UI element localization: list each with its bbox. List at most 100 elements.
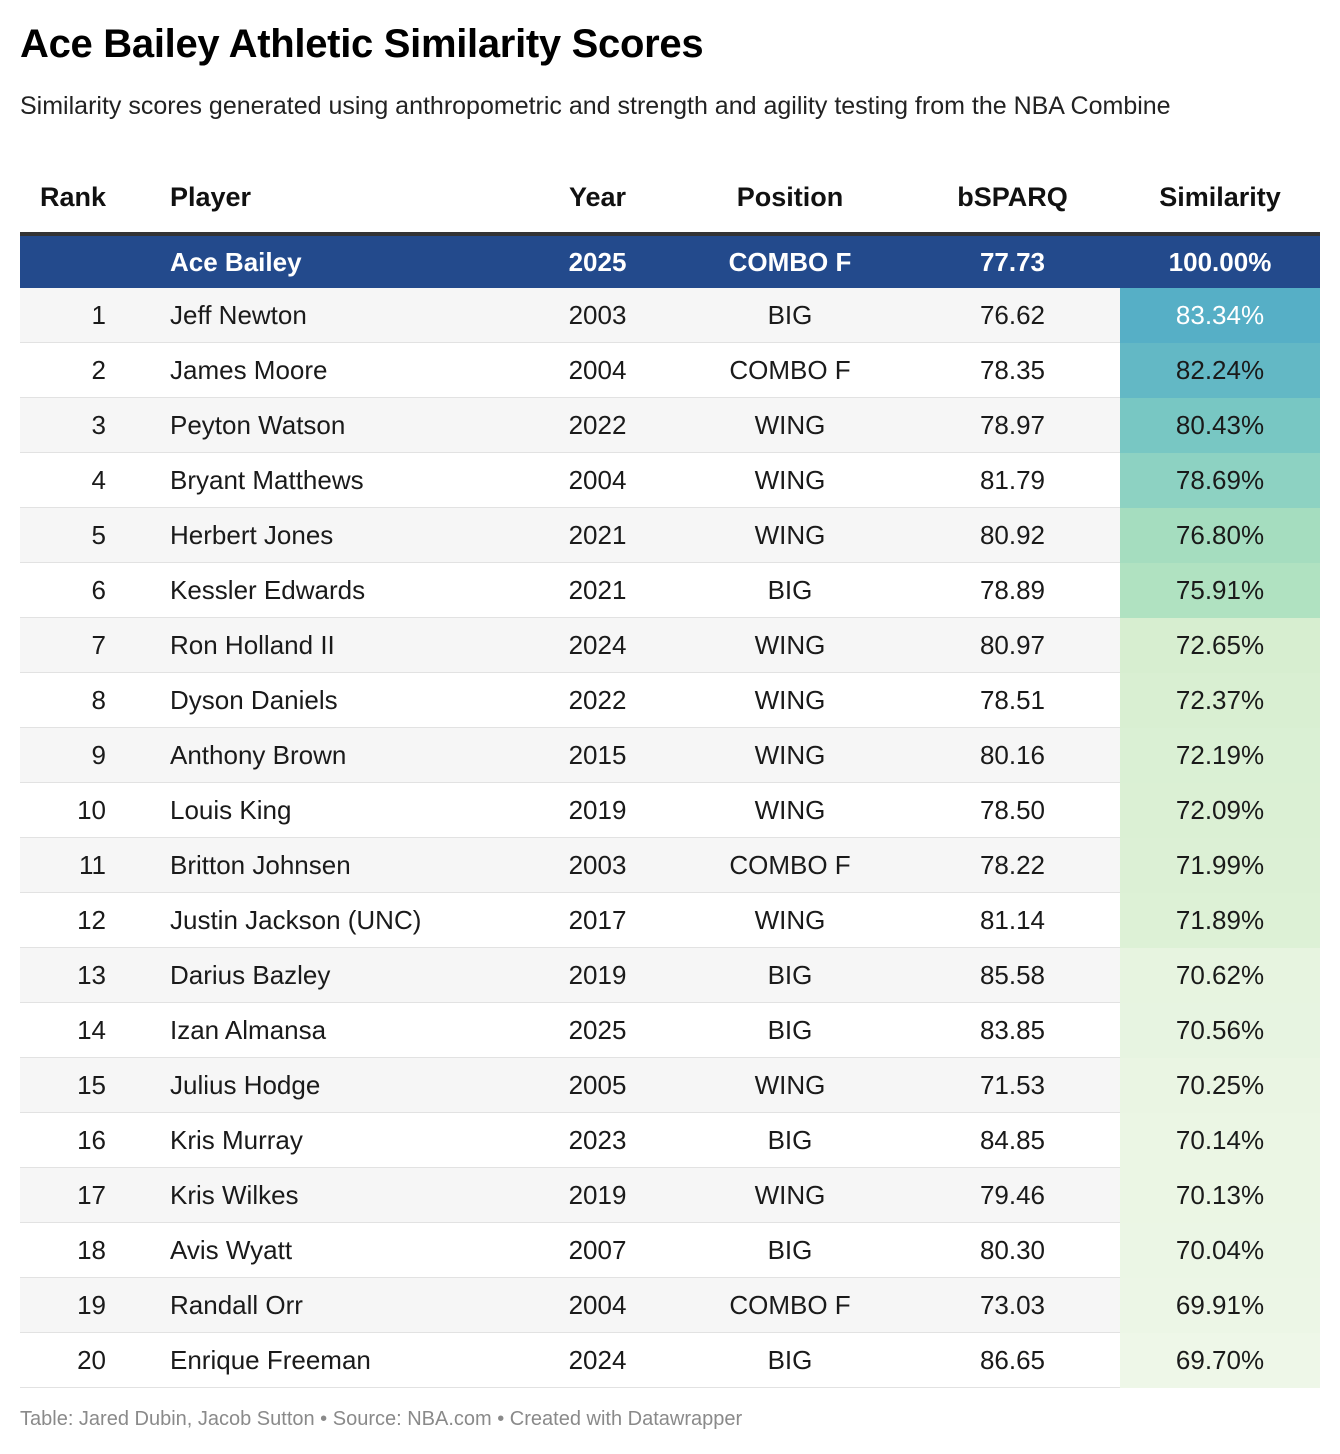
cell-rank: 2 — [20, 342, 140, 398]
cell-bsparq: 81.14 — [905, 892, 1120, 948]
table-row: 3 Peyton Watson 2022 WING 78.97 80.43% — [20, 397, 1320, 453]
table-row: 12 Justin Jackson (UNC) 2017 WING 81.14 71.89… — [20, 892, 1320, 948]
cell-position: COMBO F — [675, 1277, 905, 1333]
table-row: 19 Randall Orr 2004 COMBO F 73.03 69.91% — [20, 1277, 1320, 1333]
cell-player: Herbert Jones — [140, 507, 520, 563]
cell-rank: 15 — [20, 1057, 140, 1113]
cell-rank: 14 — [20, 1002, 140, 1058]
cell-player: Izan Almansa — [140, 1002, 520, 1058]
table-header-row: Rank Player Year Position bSPARQ Similar… — [20, 162, 1320, 236]
cell-bsparq: 78.22 — [905, 837, 1120, 893]
table-row: 8 Dyson Daniels 2022 WING 78.51 72.37% — [20, 672, 1320, 728]
reference-row: Ace Bailey 2025 COMBO F 77.73 100.00% — [20, 234, 1320, 288]
cell-player: Bryant Matthews — [140, 452, 520, 508]
column-header-position[interactable]: Position — [675, 162, 905, 236]
cell-player: Randall Orr — [140, 1277, 520, 1333]
cell-year: 2019 — [520, 782, 675, 838]
column-header-bsparq[interactable]: bSPARQ — [905, 162, 1120, 236]
cell-year: 2022 — [520, 397, 675, 453]
column-header-similarity[interactable]: Similarity — [1120, 162, 1320, 236]
cell-position: WING — [675, 782, 905, 838]
cell-similarity: 69.91% — [1120, 1277, 1320, 1333]
cell-year: 2003 — [520, 837, 675, 893]
table-row: 20 Enrique Freeman 2024 BIG 86.65 69.70% — [20, 1332, 1320, 1388]
column-header-player[interactable]: Player — [140, 162, 520, 236]
cell-rank: 17 — [20, 1167, 140, 1223]
cell-bsparq: 80.30 — [905, 1222, 1120, 1278]
cell-rank: 4 — [20, 452, 140, 508]
cell-year: 2021 — [520, 507, 675, 563]
cell-year: 2024 — [520, 617, 675, 673]
source-footer: Table: Jared Dubin, Jacob Sutton • Sourc… — [20, 1408, 743, 1430]
cell-rank: 11 — [20, 837, 140, 893]
cell-year: 2004 — [520, 1277, 675, 1333]
reference-position: COMBO F — [675, 234, 905, 288]
table-row: 9 Anthony Brown 2015 WING 80.16 72.19% — [20, 727, 1320, 783]
table-row: 17 Kris Wilkes 2019 WING 79.46 70.13% — [20, 1167, 1320, 1223]
cell-position: WING — [675, 892, 905, 948]
cell-similarity: 70.25% — [1120, 1057, 1320, 1113]
cell-player: Louis King — [140, 782, 520, 838]
cell-similarity: 70.62% — [1120, 947, 1320, 1003]
column-header-year[interactable]: Year — [520, 162, 675, 236]
cell-year: 2022 — [520, 672, 675, 728]
cell-rank: 18 — [20, 1222, 140, 1278]
cell-position: BIG — [675, 288, 905, 343]
cell-rank: 12 — [20, 892, 140, 948]
cell-position: WING — [675, 1057, 905, 1113]
cell-bsparq: 80.97 — [905, 617, 1120, 673]
table-row: 15 Julius Hodge 2005 WING 71.53 70.25% — [20, 1057, 1320, 1113]
cell-rank: 6 — [20, 562, 140, 618]
cell-bsparq: 73.03 — [905, 1277, 1120, 1333]
table-row: 11 Britton Johnsen 2003 COMBO F 78.22 71.99% — [20, 837, 1320, 893]
cell-position: BIG — [675, 1222, 905, 1278]
cell-similarity: 70.14% — [1120, 1112, 1320, 1168]
cell-rank: 5 — [20, 507, 140, 563]
cell-rank: 10 — [20, 782, 140, 838]
cell-bsparq: 76.62 — [905, 288, 1120, 343]
cell-player: Justin Jackson (UNC) — [140, 892, 520, 948]
cell-bsparq: 78.97 — [905, 397, 1120, 453]
table-row: 10 Louis King 2019 WING 78.50 72.09% — [20, 782, 1320, 838]
cell-player: Kris Murray — [140, 1112, 520, 1168]
column-header-rank[interactable]: Rank — [20, 162, 140, 236]
cell-bsparq: 83.85 — [905, 1002, 1120, 1058]
cell-position: BIG — [675, 947, 905, 1003]
cell-position: WING — [675, 507, 905, 563]
cell-year: 2015 — [520, 727, 675, 783]
cell-similarity: 70.04% — [1120, 1222, 1320, 1278]
cell-year: 2023 — [520, 1112, 675, 1168]
cell-player: Peyton Watson — [140, 397, 520, 453]
cell-position: BIG — [675, 1002, 905, 1058]
similarity-table: Rank Player Year Position bSPARQ Similar… — [20, 162, 1320, 1388]
cell-bsparq: 79.46 — [905, 1167, 1120, 1223]
cell-player: Enrique Freeman — [140, 1332, 520, 1388]
cell-player: Darius Bazley — [140, 947, 520, 1003]
cell-bsparq: 86.65 — [905, 1332, 1120, 1388]
cell-player: Dyson Daniels — [140, 672, 520, 728]
cell-similarity: 76.80% — [1120, 507, 1320, 563]
cell-year: 2004 — [520, 342, 675, 398]
reference-bsparq: 77.73 — [905, 234, 1120, 288]
cell-position: BIG — [675, 562, 905, 618]
cell-similarity: 70.13% — [1120, 1167, 1320, 1223]
cell-player: James Moore — [140, 342, 520, 398]
cell-year: 2024 — [520, 1332, 675, 1388]
cell-bsparq: 78.51 — [905, 672, 1120, 728]
cell-year: 2007 — [520, 1222, 675, 1278]
cell-player: Kessler Edwards — [140, 562, 520, 618]
cell-rank: 20 — [20, 1332, 140, 1388]
cell-similarity: 72.19% — [1120, 727, 1320, 783]
cell-similarity: 78.69% — [1120, 452, 1320, 508]
cell-bsparq: 81.79 — [905, 452, 1120, 508]
cell-similarity: 69.70% — [1120, 1332, 1320, 1388]
cell-similarity: 71.99% — [1120, 837, 1320, 893]
cell-year: 2019 — [520, 1167, 675, 1223]
cell-rank: 16 — [20, 1112, 140, 1168]
table-row: 4 Bryant Matthews 2004 WING 81.79 78.69% — [20, 452, 1320, 508]
cell-similarity: 70.56% — [1120, 1002, 1320, 1058]
cell-position: WING — [675, 397, 905, 453]
cell-bsparq: 78.89 — [905, 562, 1120, 618]
table-row: 13 Darius Bazley 2019 BIG 85.58 70.62% — [20, 947, 1320, 1003]
table-row: 6 Kessler Edwards 2021 BIG 78.89 75.91% — [20, 562, 1320, 618]
